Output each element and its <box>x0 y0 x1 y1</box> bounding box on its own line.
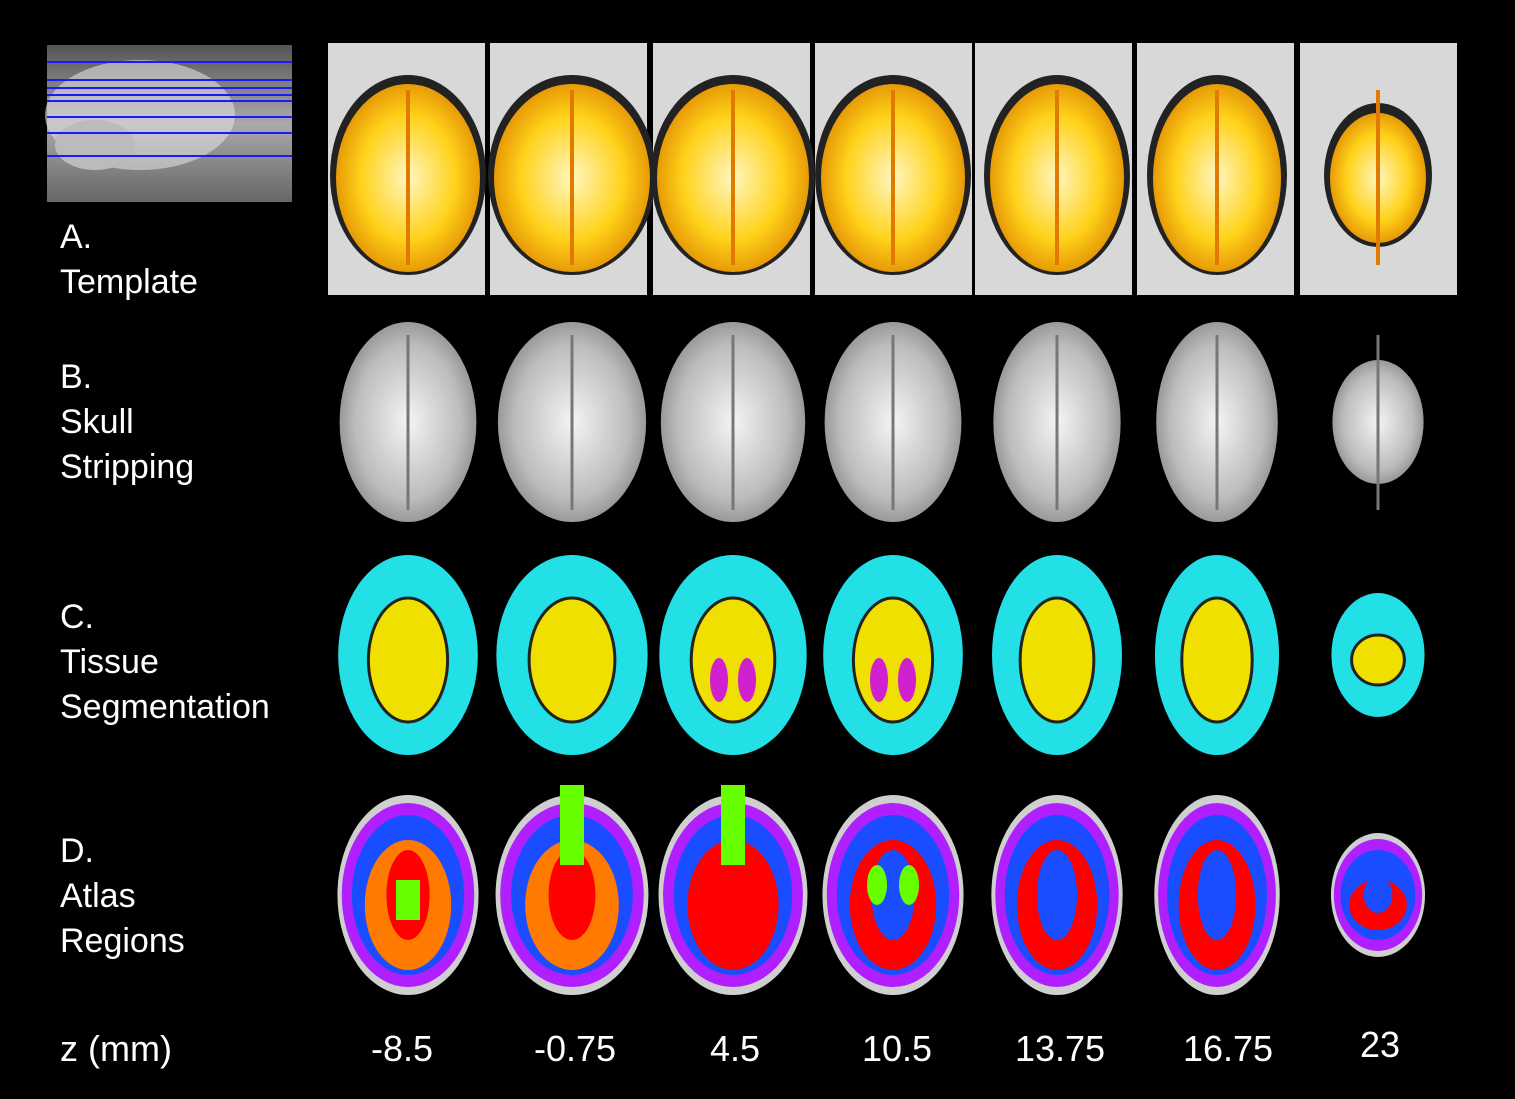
row-c-title-2: Segmentation <box>60 688 270 726</box>
z-value: -8.5 <box>370 1028 434 1069</box>
atlas-region <box>721 785 745 865</box>
csf-segment <box>898 658 916 702</box>
row-b-title-2: Stripping <box>60 448 195 486</box>
row-d-title-1: Atlas <box>60 877 136 915</box>
row-b-label: B. Skull Stripping <box>60 355 194 490</box>
white-matter-segment <box>1350 633 1406 687</box>
row-d-letter: D. <box>60 832 94 870</box>
row-b-letter: B. <box>60 358 93 396</box>
atlas-region <box>899 865 919 905</box>
atlas-region <box>560 785 584 865</box>
atlas-region <box>710 850 756 940</box>
atlas-region <box>396 880 420 920</box>
atlas-region <box>1363 877 1393 913</box>
white-matter-segment <box>689 596 777 724</box>
white-matter-segment <box>366 596 450 724</box>
z-value: 10.5 <box>861 1028 933 1069</box>
z-value: 4.5 <box>709 1028 761 1069</box>
row-a-title: Template <box>60 263 198 301</box>
row-d-title-2: Regions <box>60 922 185 960</box>
white-matter-segment <box>1018 596 1096 724</box>
white-matter-segment <box>527 596 617 724</box>
white-matter-segment <box>1180 596 1254 724</box>
row-d-label: D. Atlas Regions <box>60 829 185 964</box>
csf-segment <box>738 658 756 702</box>
z-axis-label: z (mm) <box>60 1028 172 1069</box>
z-value: 16.75 <box>1182 1028 1274 1069</box>
row-a-letter: A. <box>60 218 93 256</box>
row-c-letter: C. <box>60 598 94 636</box>
atlas-region <box>1036 850 1078 940</box>
row-c-label: C. Tissue Segmentation <box>60 595 270 730</box>
atlas-region <box>548 850 596 940</box>
csf-segment <box>870 658 888 702</box>
row-a-label: A. Template <box>60 215 198 305</box>
white-matter-segment <box>851 596 935 724</box>
z-value: 13.75 <box>1014 1028 1106 1069</box>
atlas-region <box>1197 850 1237 940</box>
z-value: 23 <box>1359 1024 1401 1065</box>
atlas-region <box>867 865 887 905</box>
csf-segment <box>710 658 728 702</box>
sagittal-inset <box>45 45 292 202</box>
row-b-title-1: Skull <box>60 403 134 441</box>
z-value: -0.75 <box>533 1028 617 1069</box>
row-c-title-1: Tissue <box>60 643 159 681</box>
sagittal-cerebellum <box>55 120 135 170</box>
